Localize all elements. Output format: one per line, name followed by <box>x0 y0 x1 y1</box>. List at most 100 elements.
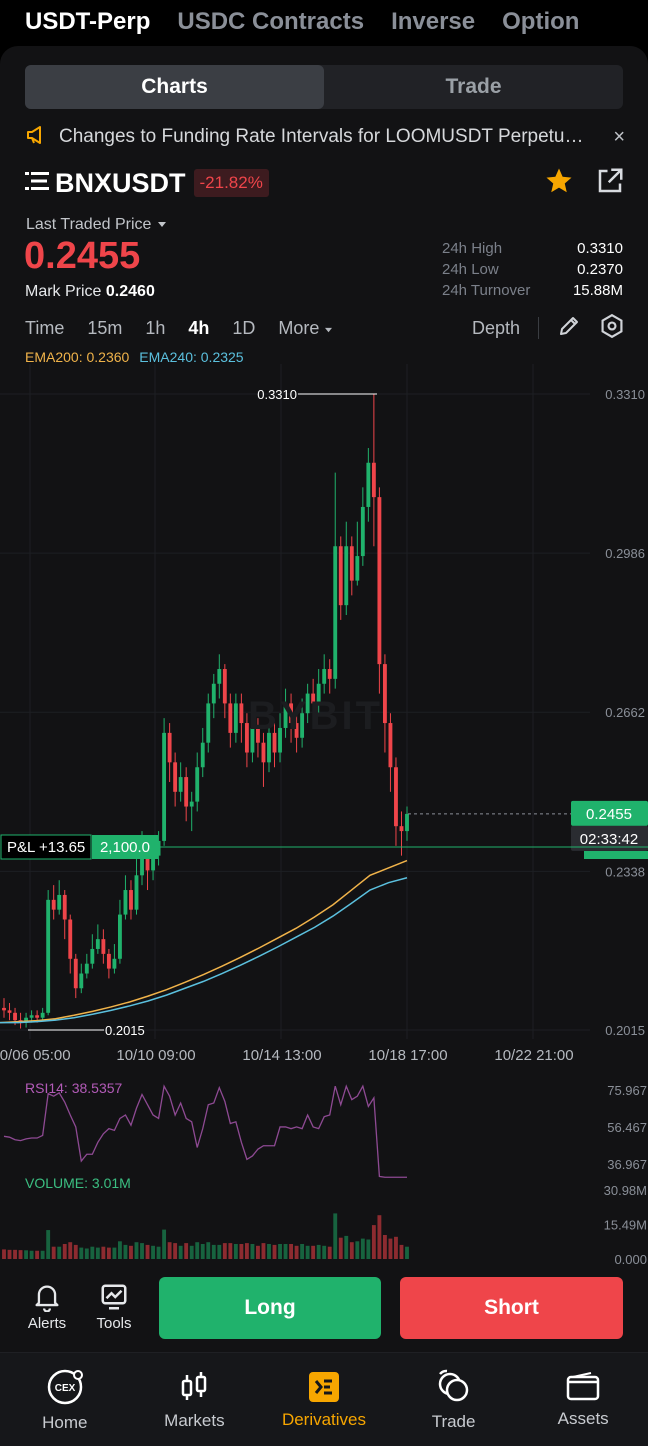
tools-button[interactable]: Tools <box>93 1282 135 1332</box>
menu-icon[interactable] <box>25 171 49 196</box>
megaphone-icon <box>25 124 47 151</box>
volume-bar <box>239 1244 244 1259</box>
candle-body <box>294 723 299 738</box>
tf-1h[interactable]: 1h <box>145 317 166 338</box>
candle-body <box>2 1007 6 1011</box>
volume-bar <box>2 1249 6 1259</box>
candle-body <box>112 958 117 969</box>
volume-bar <box>13 1249 17 1259</box>
trade-tab[interactable]: Trade <box>445 75 502 98</box>
announcement-text[interactable]: Changes to Funding Rate Intervals for LO… <box>59 126 591 147</box>
announcement-bar[interactable]: Changes to Funding Rate Intervals for LO… <box>25 122 625 152</box>
last-traded-price-selector[interactable]: Last Traded Price <box>26 216 167 234</box>
candle-body <box>84 963 89 974</box>
tab-option[interactable]: Option <box>502 8 580 35</box>
volume-bar <box>68 1242 73 1259</box>
top-tabs: USDT-Perp USDC Contracts Inverse Option <box>0 0 648 44</box>
x-tick-label: 10/06 05:00 <box>0 1047 71 1064</box>
symbol-name[interactable]: BNXUSDT <box>55 167 186 198</box>
candle-body <box>228 703 233 733</box>
tab-inverse[interactable]: Inverse <box>391 8 476 35</box>
star-icon[interactable] <box>543 166 575 201</box>
volume-tick: 15.49M <box>604 1218 647 1233</box>
volume-bar <box>399 1244 404 1259</box>
mark-price: Mark Price 0.2460 <box>25 283 155 301</box>
candle-body <box>40 1012 45 1018</box>
candle-body <box>101 939 106 954</box>
mark-price-label: Mark Price <box>25 283 102 300</box>
close-icon[interactable]: × <box>613 125 625 148</box>
candle-body <box>382 664 387 724</box>
volume-label: VOLUME: 3.01M <box>25 1175 131 1191</box>
candle-body <box>278 727 282 753</box>
nav-markets[interactable]: Markets <box>130 1353 260 1446</box>
short-button[interactable]: Short <box>400 1277 623 1339</box>
stat-high: 24h High 0.3310 <box>442 240 623 257</box>
tf-1d[interactable]: 1D <box>232 317 256 338</box>
candle-body <box>355 556 360 581</box>
tf-more[interactable]: More <box>278 318 333 339</box>
nav-trade-label: Trade <box>431 1411 476 1431</box>
volume-bar <box>233 1244 238 1259</box>
tools-label: Tools <box>96 1315 132 1332</box>
volume-bar <box>62 1244 67 1259</box>
volume-bar <box>106 1247 111 1259</box>
depth-button[interactable]: Depth <box>471 317 520 338</box>
candle-body <box>162 732 167 841</box>
rsi-tick: 75.967 <box>607 1083 647 1098</box>
candle-body <box>13 1012 17 1021</box>
candle-body <box>151 855 155 871</box>
tab-usdt-perp[interactable]: USDT-Perp <box>25 8 151 35</box>
volume-bar <box>167 1242 172 1259</box>
alerts-label: Alerts <box>27 1315 67 1332</box>
stat-low: 24h Low 0.2370 <box>442 261 623 278</box>
volume-bar <box>349 1242 354 1259</box>
volume-bar <box>200 1244 205 1259</box>
bell-icon <box>35 1285 59 1312</box>
volume-bar <box>73 1244 78 1259</box>
candle-body <box>68 919 73 959</box>
volume-bar <box>84 1248 89 1259</box>
wallet-icon <box>566 1371 600 1400</box>
stats-24h: 24h High 0.3310 24h Low 0.2370 24h Turnove… <box>442 238 623 301</box>
volume-bar <box>366 1239 371 1259</box>
change-badge: -21.82% <box>193 169 269 197</box>
candle-body <box>145 850 150 871</box>
candle-body <box>366 462 371 507</box>
nav-home-label: Home <box>42 1412 88 1432</box>
pencil-icon[interactable] <box>557 314 581 343</box>
derivatives-icon <box>308 1371 339 1402</box>
volume-bar <box>173 1243 178 1259</box>
trade-icon <box>438 1369 468 1401</box>
volume-bar <box>145 1244 150 1259</box>
volume-bar <box>322 1245 327 1259</box>
nav-assets[interactable]: Assets <box>518 1353 648 1446</box>
candle-body <box>399 826 404 832</box>
alerts-button[interactable]: Alerts <box>25 1282 69 1332</box>
volume-bar <box>46 1230 51 1259</box>
rsi-line <box>3 1084 407 1178</box>
nav-trade[interactable]: Trade <box>389 1353 519 1446</box>
long-button[interactable]: Long <box>159 1277 381 1339</box>
nav-derivatives[interactable]: Derivatives <box>259 1353 389 1446</box>
tab-usdc-contracts[interactable]: USDC Contracts <box>177 8 365 35</box>
price-chart[interactable]: BYBIT 0.3310 0.2986 0.2662 0.2338 0.2015 10/0… <box>0 364 648 1272</box>
nav-assets-label: Assets <box>557 1408 609 1428</box>
volume-bar <box>35 1250 40 1259</box>
candle-body <box>57 894 62 910</box>
pnl-tag <box>0 834 92 860</box>
countdown-tag <box>571 825 648 851</box>
volume-bar <box>18 1250 23 1259</box>
tf-15m[interactable]: 15m <box>87 317 123 338</box>
nav-markets-label: Markets <box>164 1410 225 1430</box>
position-marker <box>584 851 648 859</box>
chart-canvas[interactable]: 0.3310 0.2986 0.2662 0.2338 0.2015 10/06 05:0… <box>0 364 648 1272</box>
tf-4h[interactable]: 4h <box>188 317 210 338</box>
charts-tab[interactable]: Charts <box>25 65 324 109</box>
tf-time[interactable]: Time <box>25 317 65 338</box>
settings-icon[interactable] <box>599 313 625 344</box>
nav-home[interactable]: CEX Home <box>0 1353 130 1446</box>
candle-body <box>106 953 111 969</box>
bottom-nav: CEX Home Markets Derivatives Trade Asset… <box>0 1352 648 1446</box>
share-icon[interactable] <box>595 166 625 201</box>
